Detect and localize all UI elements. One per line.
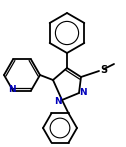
Text: N: N — [79, 87, 87, 96]
Text: N: N — [54, 96, 62, 106]
Text: S: S — [100, 65, 107, 75]
Text: N: N — [8, 85, 16, 94]
